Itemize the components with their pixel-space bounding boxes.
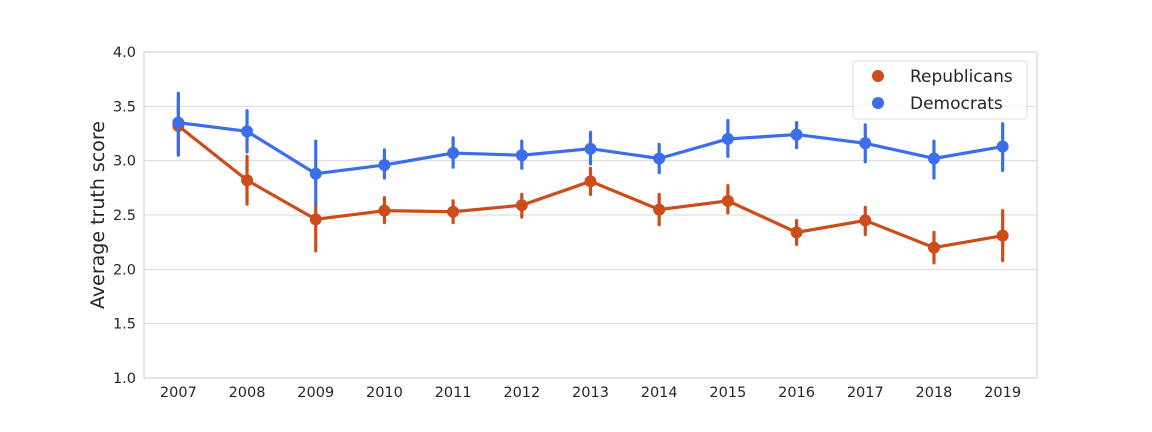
data-point (378, 159, 391, 172)
y-tick-label: 1.0 (113, 371, 136, 387)
y-axis-label: Average truth score (87, 121, 109, 309)
data-point (515, 149, 528, 162)
data-point (309, 213, 322, 226)
data-point (927, 241, 940, 254)
data-point (584, 175, 597, 188)
data-point (309, 167, 322, 180)
legend: Republicans Democrats (852, 60, 1028, 120)
data-point (378, 204, 391, 217)
legend-label: Democrats (910, 94, 1003, 114)
data-point (653, 203, 666, 216)
data-point (790, 128, 803, 141)
y-tick-label: 3.0 (113, 154, 136, 170)
x-tick-label: 2008 (229, 385, 266, 401)
x-axis: 2007 2008 2009 2010 2011 2012 2013 2014 2015 2016… (160, 385, 1021, 401)
x-tick-label: 2013 (572, 385, 609, 401)
x-tick-label: 2011 (435, 385, 472, 401)
y-tick-label: 3.5 (113, 99, 136, 115)
data-point (653, 152, 666, 165)
x-tick-label: 2009 (297, 385, 334, 401)
legend-marker (872, 97, 884, 109)
data-point (584, 142, 597, 155)
data-point (996, 229, 1009, 242)
y-tick-label: 2.0 (113, 262, 136, 278)
data-point (515, 199, 528, 212)
legend-marker (872, 70, 884, 82)
data-point (241, 125, 254, 138)
data-point (447, 205, 460, 218)
x-tick-label: 2019 (984, 385, 1021, 401)
x-tick-label: 2012 (503, 385, 540, 401)
data-point (790, 226, 803, 239)
data-point (241, 174, 254, 187)
y-tick-label: 1.5 (113, 317, 136, 333)
x-tick-label: 2015 (709, 385, 746, 401)
series-layer (172, 91, 1009, 265)
data-point (927, 152, 940, 165)
data-point (996, 140, 1009, 153)
data-point (447, 147, 460, 160)
legend-label: Republicans (910, 67, 1013, 87)
legend-box (852, 60, 1028, 120)
x-tick-label: 2016 (778, 385, 815, 401)
series-democrats (172, 91, 1009, 206)
x-tick-label: 2007 (160, 385, 197, 401)
y-tick-label: 4.0 (113, 45, 136, 61)
x-tick-label: 2010 (366, 385, 403, 401)
plot-frame (143, 51, 1038, 379)
y-axis: 1.0 1.5 2.0 2.5 3.0 3.5 4.0 (113, 45, 136, 387)
data-point (721, 194, 734, 207)
data-point (721, 132, 734, 145)
data-point (172, 116, 185, 129)
x-tick-label: 2014 (641, 385, 678, 401)
x-tick-label: 2018 (916, 385, 953, 401)
x-tick-label: 2017 (847, 385, 884, 401)
data-point (859, 214, 872, 227)
data-point (859, 137, 872, 150)
series-republicans (172, 97, 1009, 265)
y-tick-label: 2.5 (113, 208, 136, 224)
